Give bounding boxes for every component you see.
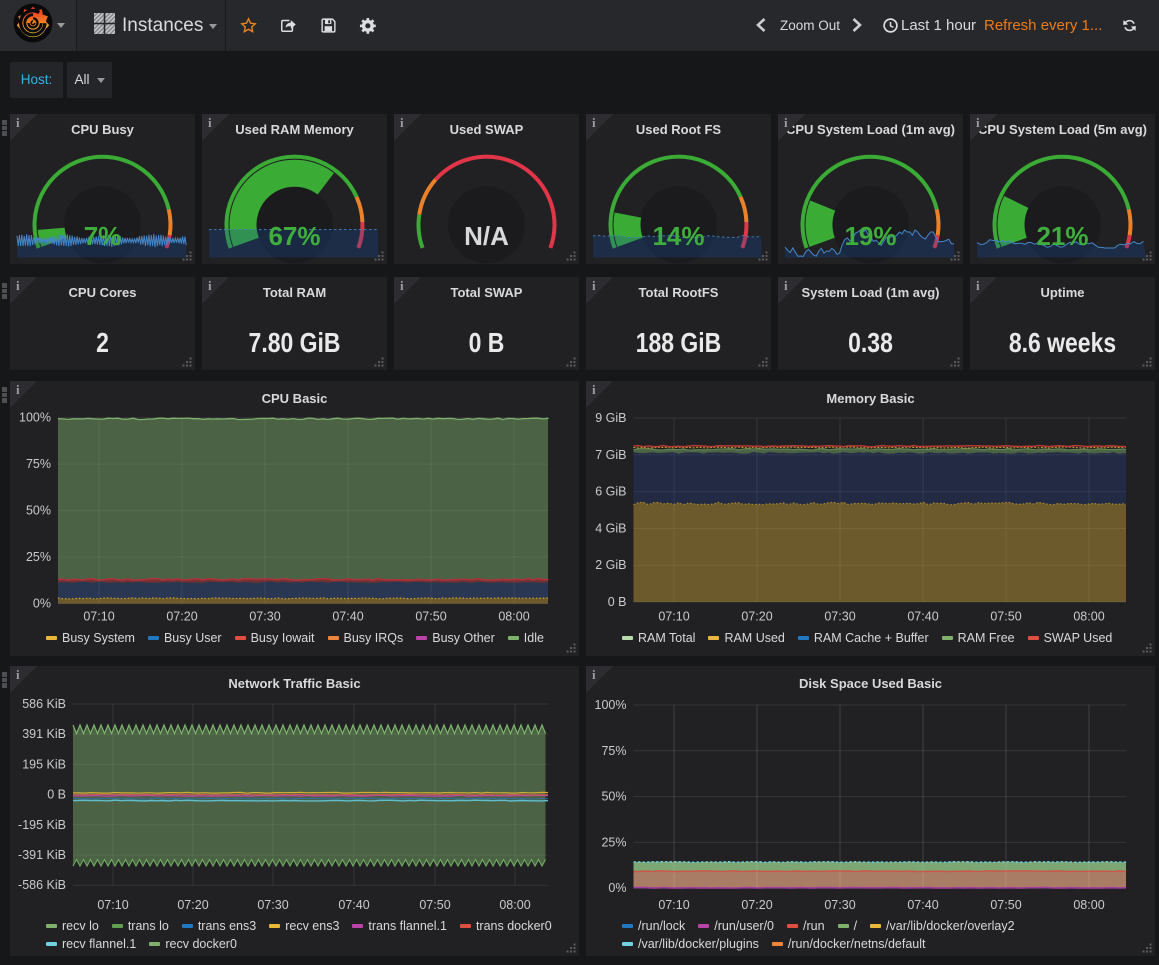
svg-text:2 GiB: 2 GiB	[595, 558, 626, 572]
svg-text:195 KiB: 195 KiB	[22, 757, 66, 771]
svg-text:07:40: 07:40	[907, 898, 938, 912]
svg-text:07:10: 07:10	[658, 898, 689, 912]
svg-text:07:50: 07:50	[990, 610, 1021, 624]
svg-text:50%: 50%	[26, 504, 51, 518]
svg-text:4 GiB: 4 GiB	[595, 521, 626, 535]
svg-text:07:20: 07:20	[741, 610, 772, 624]
svg-text:100%: 100%	[595, 698, 627, 712]
svg-text:07:20: 07:20	[741, 898, 772, 912]
svg-text:7 GiB: 7 GiB	[595, 448, 626, 462]
svg-text:586 KiB: 586 KiB	[22, 697, 66, 711]
svg-text:391 KiB: 391 KiB	[22, 727, 66, 741]
svg-text:-195 KiB: -195 KiB	[18, 818, 66, 832]
svg-text:-391 KiB: -391 KiB	[18, 848, 66, 862]
svg-text:9 GiB: 9 GiB	[595, 411, 626, 425]
svg-text:0%: 0%	[33, 597, 51, 611]
svg-text:07:40: 07:40	[907, 610, 938, 624]
svg-text:0 B: 0 B	[608, 595, 627, 609]
svg-text:07:20: 07:20	[166, 610, 197, 624]
svg-text:07:10: 07:10	[658, 610, 689, 624]
svg-text:50%: 50%	[601, 790, 626, 804]
svg-text:25%: 25%	[26, 550, 51, 564]
svg-text:07:40: 07:40	[332, 610, 363, 624]
svg-text:07:50: 07:50	[419, 898, 450, 912]
svg-text:75%: 75%	[26, 457, 51, 471]
svg-text:08:00: 08:00	[499, 898, 530, 912]
svg-text:75%: 75%	[601, 744, 626, 758]
svg-text:07:20: 07:20	[177, 898, 208, 912]
svg-text:0 B: 0 B	[47, 788, 66, 802]
svg-text:25%: 25%	[601, 835, 626, 849]
svg-text:08:00: 08:00	[498, 610, 529, 624]
svg-text:07:30: 07:30	[824, 610, 855, 624]
svg-text:07:40: 07:40	[338, 898, 369, 912]
svg-text:07:50: 07:50	[415, 610, 446, 624]
svg-text:07:30: 07:30	[257, 898, 288, 912]
svg-text:-586 KiB: -586 KiB	[18, 878, 66, 892]
svg-text:100%: 100%	[19, 411, 51, 425]
svg-text:07:30: 07:30	[249, 610, 280, 624]
svg-text:08:00: 08:00	[1073, 898, 1104, 912]
svg-text:07:30: 07:30	[824, 898, 855, 912]
svg-text:6 GiB: 6 GiB	[595, 485, 626, 499]
svg-text:0%: 0%	[608, 881, 626, 895]
svg-text:07:10: 07:10	[83, 610, 114, 624]
svg-text:07:50: 07:50	[990, 898, 1021, 912]
svg-text:07:10: 07:10	[97, 898, 128, 912]
svg-text:08:00: 08:00	[1073, 610, 1104, 624]
